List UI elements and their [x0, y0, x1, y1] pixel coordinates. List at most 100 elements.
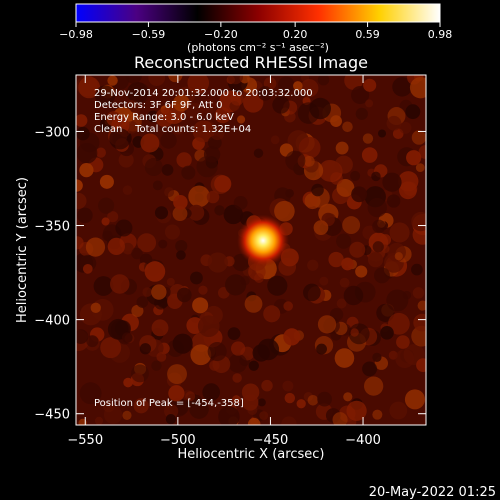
texture-blob: [336, 298, 347, 309]
texture-blob: [76, 329, 89, 344]
texture-blob: [409, 76, 426, 99]
annotation-block: 29-Nov-2014 20:01:32.000 to 20:03:32.000…: [94, 88, 313, 135]
x-tick-label: −450: [253, 433, 289, 448]
texture-blob: [259, 411, 269, 421]
texture-blob: [253, 148, 264, 158]
texture-blob: [102, 230, 113, 242]
texture-blob: [167, 364, 187, 384]
texture-blob: [140, 133, 160, 153]
texture-blob: [142, 287, 153, 297]
texture-blob: [207, 341, 227, 362]
texture-blob: [244, 294, 263, 313]
texture-blob: [351, 85, 370, 105]
texture-blob: [372, 241, 384, 253]
texture-blob: [85, 237, 106, 257]
texture-blob: [95, 147, 106, 158]
texture-blob: [263, 305, 281, 323]
texture-blob: [76, 179, 83, 192]
texture-blob: [411, 211, 426, 232]
texture-blob: [248, 360, 259, 371]
texture-blob: [296, 399, 306, 409]
texture-blob: [330, 172, 343, 185]
texture-blob: [361, 147, 378, 163]
texture-blob: [311, 183, 324, 197]
texture-blob: [332, 412, 348, 425]
texture-blob: [395, 349, 415, 369]
texture-blob: [307, 394, 319, 406]
peak-position-label: Position of Peak = [-454,-358]: [94, 398, 244, 409]
texture-blob: [172, 206, 188, 222]
texture-blob: [181, 165, 196, 180]
texture-blob: [158, 239, 168, 249]
annotation-detectors: Detectors: 3F 6F 9F, Att 0: [94, 100, 222, 111]
footer-timestamp: 20-May-2022 01:25: [369, 485, 496, 500]
x-axis-label: Heliocentric X (arcsec): [178, 447, 325, 462]
texture-blob: [309, 97, 331, 120]
texture-blob: [293, 81, 303, 91]
texture-blob: [151, 284, 167, 300]
texture-blob: [82, 264, 93, 274]
texture-blob: [274, 200, 295, 222]
texture-blob: [76, 126, 90, 141]
texture-blob: [392, 76, 412, 97]
texture-blob: [189, 399, 209, 419]
texture-blob: [176, 287, 192, 303]
texture-blob: [202, 383, 221, 401]
texture-blob: [214, 107, 231, 124]
texture-blob: [303, 155, 315, 167]
texture-blob: [122, 185, 133, 195]
texture-blob: [186, 102, 204, 121]
texture-blob: [228, 75, 244, 85]
texture-blob: [406, 150, 422, 166]
texture-blob: [131, 364, 149, 383]
texture-blob: [76, 236, 84, 250]
texture-blob: [101, 217, 110, 226]
texture-blob: [284, 392, 296, 404]
texture-blob: [317, 391, 332, 407]
texture-blob: [172, 94, 190, 112]
y-tick-label: −300: [34, 125, 70, 140]
texture-blob: [247, 417, 261, 425]
texture-blob: [115, 219, 133, 237]
texture-blob: [214, 175, 232, 193]
texture-blob: [79, 382, 102, 405]
texture-blob: [304, 193, 321, 210]
texture-blob: [198, 285, 208, 295]
texture-blob: [270, 135, 280, 145]
texture-blob: [232, 395, 241, 404]
texture-blob: [336, 233, 352, 249]
texture-blob: [242, 394, 259, 411]
texture-blob: [285, 150, 306, 171]
texture-blob: [228, 353, 248, 373]
texture-blob: [210, 126, 225, 141]
texture-blob: [363, 376, 384, 396]
texture-blob: [94, 85, 116, 106]
texture-blob: [192, 297, 209, 314]
texture-blob: [283, 301, 293, 311]
texture-blob: [341, 257, 354, 271]
texture-blob: [78, 76, 101, 99]
texture-blob: [411, 263, 423, 276]
texture-blob: [161, 164, 174, 176]
texture-blob: [86, 335, 99, 348]
texture-blob: [319, 276, 329, 286]
texture-blob: [350, 170, 361, 181]
texture-blob: [334, 348, 355, 368]
y-tick-label: −350: [34, 220, 70, 235]
texture-blob: [168, 385, 185, 402]
texture-blob: [237, 115, 246, 124]
texture-blob: [342, 121, 353, 133]
texture-blob: [336, 179, 355, 197]
x-axis: −550 −500 −450 −400: [67, 75, 381, 448]
texture-blob: [351, 186, 368, 203]
texture-blob: [144, 158, 163, 177]
texture-blob: [175, 239, 188, 253]
texture-blob: [334, 155, 353, 174]
texture-blob: [230, 341, 246, 356]
texture-blob: [137, 233, 157, 253]
texture-blob: [225, 274, 247, 296]
texture-blob: [122, 410, 132, 420]
texture-blob: [399, 181, 417, 200]
texture-blob: [386, 115, 402, 131]
texture-blob: [372, 219, 386, 234]
